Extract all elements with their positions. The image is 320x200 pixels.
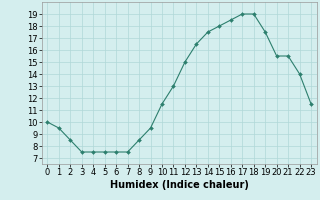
X-axis label: Humidex (Indice chaleur): Humidex (Indice chaleur) (110, 180, 249, 190)
